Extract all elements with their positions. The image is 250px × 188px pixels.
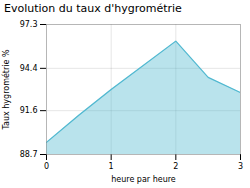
svg-text:heure par heure: heure par heure (111, 175, 176, 184)
svg-text:Taux hygrométrie %: Taux hygrométrie % (1, 49, 11, 131)
svg-text:91.6: 91.6 (20, 106, 38, 115)
svg-text:97.3: 97.3 (20, 20, 38, 29)
html-text:Evolution du taux d'hygrométri: Evolution du taux d'hygrométrie (4, 2, 182, 15)
svg-text:0: 0 (44, 162, 49, 171)
svg-text:94.4: 94.4 (20, 64, 38, 73)
svg-text:2: 2 (173, 162, 178, 171)
svg-text:1: 1 (109, 162, 114, 171)
svg-text:3: 3 (238, 162, 243, 171)
svg-text:88.7: 88.7 (20, 150, 38, 159)
